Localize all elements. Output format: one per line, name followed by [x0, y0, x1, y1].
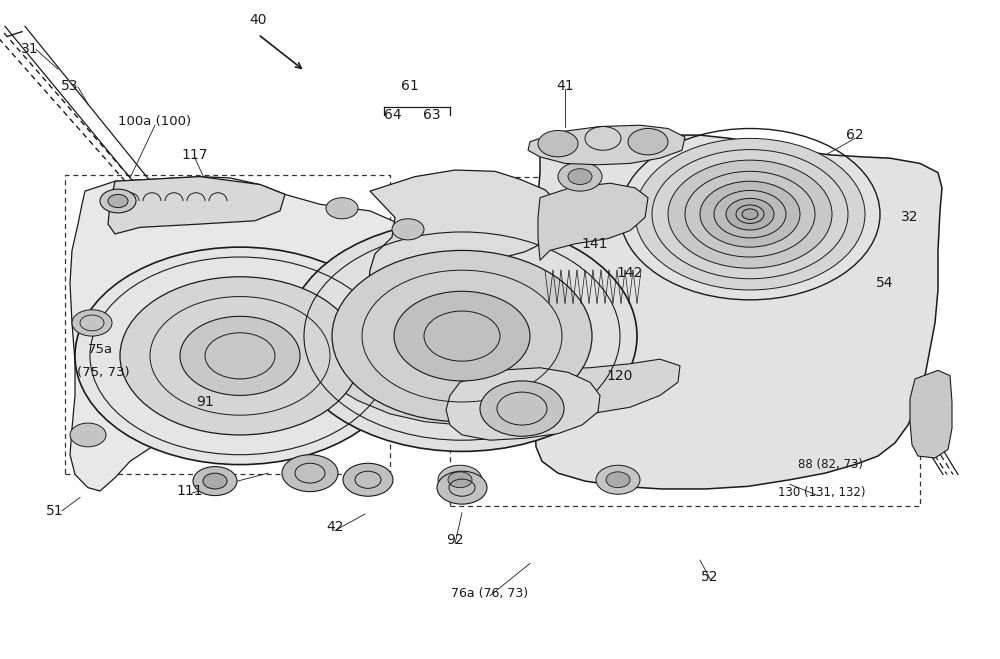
Circle shape	[72, 310, 112, 336]
Text: 41: 41	[556, 78, 574, 93]
Text: 32: 32	[901, 210, 919, 225]
Text: 100a (100): 100a (100)	[118, 115, 192, 129]
Circle shape	[480, 381, 564, 436]
Text: 53: 53	[61, 78, 79, 93]
Text: 142: 142	[617, 266, 643, 281]
Circle shape	[606, 472, 630, 488]
Circle shape	[75, 247, 405, 465]
Text: 62: 62	[846, 128, 864, 142]
Polygon shape	[355, 170, 562, 379]
Circle shape	[203, 473, 227, 489]
Polygon shape	[534, 135, 942, 489]
Polygon shape	[340, 356, 680, 425]
Circle shape	[726, 198, 774, 230]
Circle shape	[437, 471, 487, 504]
Text: 91: 91	[196, 395, 214, 409]
Circle shape	[100, 189, 136, 213]
Circle shape	[596, 465, 640, 494]
Text: 51: 51	[46, 503, 64, 518]
Polygon shape	[528, 125, 685, 165]
Text: (75, 73): (75, 73)	[77, 366, 129, 379]
Text: 75a: 75a	[87, 343, 113, 356]
Circle shape	[326, 198, 358, 219]
Circle shape	[394, 291, 530, 381]
Circle shape	[120, 277, 360, 435]
Circle shape	[392, 219, 424, 240]
Circle shape	[287, 221, 637, 451]
Polygon shape	[70, 177, 415, 491]
Circle shape	[568, 169, 592, 185]
Circle shape	[343, 463, 393, 496]
Text: 88 (82, 73): 88 (82, 73)	[798, 458, 862, 471]
Text: 120: 120	[607, 368, 633, 383]
Text: 92: 92	[446, 533, 464, 548]
Circle shape	[70, 423, 106, 447]
Circle shape	[332, 250, 592, 422]
Text: 130 (131, 132): 130 (131, 132)	[778, 486, 866, 500]
Text: 54: 54	[876, 276, 894, 291]
Circle shape	[668, 160, 832, 268]
Circle shape	[558, 162, 602, 191]
Text: 61: 61	[401, 78, 419, 93]
Circle shape	[193, 467, 237, 496]
Polygon shape	[538, 183, 648, 260]
Bar	[65, 175, 390, 474]
Text: 52: 52	[701, 569, 719, 584]
Text: 40: 40	[249, 13, 267, 27]
Polygon shape	[108, 177, 285, 234]
Text: 31: 31	[21, 42, 39, 57]
Circle shape	[700, 181, 800, 247]
Circle shape	[438, 465, 482, 494]
Text: 111: 111	[177, 484, 203, 498]
Text: 63: 63	[423, 108, 441, 123]
Circle shape	[282, 455, 338, 492]
Circle shape	[635, 138, 865, 290]
Circle shape	[108, 194, 128, 208]
Bar	[450, 177, 920, 506]
Text: 117: 117	[182, 148, 208, 162]
Circle shape	[180, 316, 300, 395]
Polygon shape	[446, 368, 600, 440]
Text: 141: 141	[582, 237, 608, 251]
Text: 42: 42	[326, 520, 344, 534]
Circle shape	[742, 209, 758, 219]
Text: 64: 64	[384, 108, 402, 123]
Circle shape	[628, 129, 668, 155]
Circle shape	[538, 130, 578, 157]
Circle shape	[448, 472, 472, 488]
Polygon shape	[910, 370, 952, 458]
Text: 76a (76, 73): 76a (76, 73)	[451, 587, 529, 600]
